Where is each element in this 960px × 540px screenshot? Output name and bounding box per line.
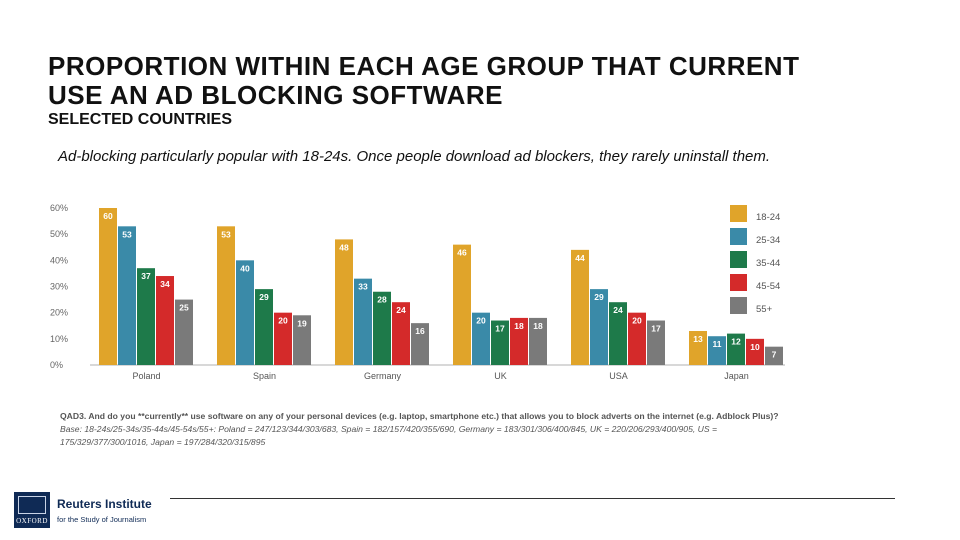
institute-tagline: for the Study of Journalism: [57, 515, 147, 524]
bar: [274, 312, 292, 365]
y-tick-label: 0%: [50, 360, 63, 370]
bar-value-label: 29: [259, 292, 269, 302]
legend-swatch: [730, 297, 747, 314]
bar-value-label: 12: [731, 337, 741, 347]
legend-label: 55+: [756, 304, 773, 315]
bar-value-label: 10: [750, 342, 760, 352]
bar-value-label: 11: [713, 339, 722, 349]
slide-caption: Ad-blocking particularly popular with 18…: [58, 148, 771, 165]
bar-value-label: 24: [613, 305, 623, 315]
bar: [746, 338, 764, 365]
y-tick-label: 10%: [50, 334, 68, 344]
category-label: Poland: [132, 371, 160, 381]
bar-value-label: 34: [160, 279, 170, 289]
bar-value-label: 17: [651, 324, 661, 334]
bar-value-label: 48: [339, 242, 349, 252]
footnote-question: QAD3. And do you **currently** use softw…: [60, 411, 779, 421]
bar-value-label: 13: [693, 334, 703, 344]
bar: [255, 289, 273, 365]
bar: [293, 315, 311, 365]
bar: [118, 226, 136, 365]
bar: [453, 244, 471, 365]
legend-label: 35-44: [756, 258, 780, 269]
crest-shield: [18, 496, 46, 514]
bar-value-label: 20: [632, 316, 642, 326]
slide-title: PROPORTION WITHIN EACH AGE GROUP THAT CU…: [48, 51, 800, 110]
y-tick-label: 30%: [50, 282, 68, 292]
bar-value-label: 46: [457, 248, 467, 258]
bar-value-label: 28: [377, 295, 387, 305]
bar-value-label: 24: [396, 305, 406, 315]
bar: [472, 312, 490, 365]
bar-value-label: 18: [533, 321, 543, 331]
bar: [628, 312, 646, 365]
legend-swatch: [730, 251, 747, 268]
bar-value-label: 18: [514, 321, 524, 331]
footnote: QAD3. And do you **currently** use softw…: [60, 410, 790, 449]
category-label: USA: [609, 371, 628, 381]
bar: [708, 336, 726, 365]
bar: [335, 239, 353, 365]
bar: [175, 299, 193, 365]
footnote-base: Base: 18-24s/25-34s/35-44s/45-54s/55+: P…: [60, 424, 717, 447]
bar: [647, 320, 665, 365]
legend-label: 18-24: [756, 212, 780, 223]
bar-value-label: 53: [221, 229, 231, 239]
category-label: Spain: [253, 371, 276, 381]
y-tick-label: 50%: [50, 229, 68, 239]
bar: [217, 226, 235, 365]
bar-value-label: 17: [495, 324, 505, 334]
bar-value-label: 44: [575, 253, 585, 263]
legend-label: 25-34: [756, 235, 780, 246]
legend-swatch: [730, 205, 747, 222]
bar: [99, 208, 117, 365]
bar-value-label: 16: [415, 326, 425, 336]
bar: [137, 268, 155, 365]
bar: [373, 291, 391, 365]
bar-value-label: 25: [179, 303, 189, 313]
bar-value-label: 53: [122, 229, 132, 239]
legend-swatch: [730, 228, 747, 245]
bar: [529, 317, 547, 365]
y-tick-label: 20%: [50, 308, 68, 318]
y-tick-label: 60%: [50, 203, 68, 213]
bar-value-label: 19: [297, 318, 307, 328]
bar: [609, 302, 627, 365]
crest-text: OXFORD: [16, 517, 48, 525]
legend-label: 45-54: [756, 281, 780, 292]
footer-divider: [170, 498, 895, 499]
bar: [571, 249, 589, 365]
bar: [689, 330, 707, 365]
bar: [354, 278, 372, 365]
bar-value-label: 20: [278, 316, 288, 326]
bar-value-label: 7: [772, 350, 777, 360]
bar: [727, 333, 745, 365]
slide-subtitle: SELECTED COUNTRIES: [48, 111, 233, 128]
bar: [392, 302, 410, 365]
reuters-institute-logo: OXFORD Reuters Institute for the Study o…: [14, 492, 174, 532]
oxford-crest-icon: OXFORD: [14, 492, 50, 528]
y-tick-label: 40%: [50, 255, 68, 265]
bar-value-label: 33: [358, 282, 368, 292]
category-label: Japan: [724, 371, 749, 381]
category-label: Germany: [364, 371, 402, 381]
bar-value-label: 20: [476, 316, 486, 326]
bar: [156, 276, 174, 365]
bar: [765, 346, 783, 365]
bar-value-label: 37: [141, 271, 151, 281]
bar: [590, 289, 608, 365]
bar: [411, 323, 429, 365]
bar: [491, 320, 509, 365]
bar-chart: 0% 10% 20% 30% 40% 50% 60% 60 53 37 34 25 Poland 53 40…: [50, 203, 785, 381]
bar-value-label: 29: [594, 292, 604, 302]
bar-value-label: 60: [103, 211, 113, 221]
bar: [510, 317, 528, 365]
bar-value-label: 40: [240, 263, 250, 273]
institute-name: Reuters Institute: [57, 497, 152, 511]
category-label: UK: [494, 371, 507, 381]
legend-swatch: [730, 274, 747, 291]
bar: [236, 260, 254, 365]
